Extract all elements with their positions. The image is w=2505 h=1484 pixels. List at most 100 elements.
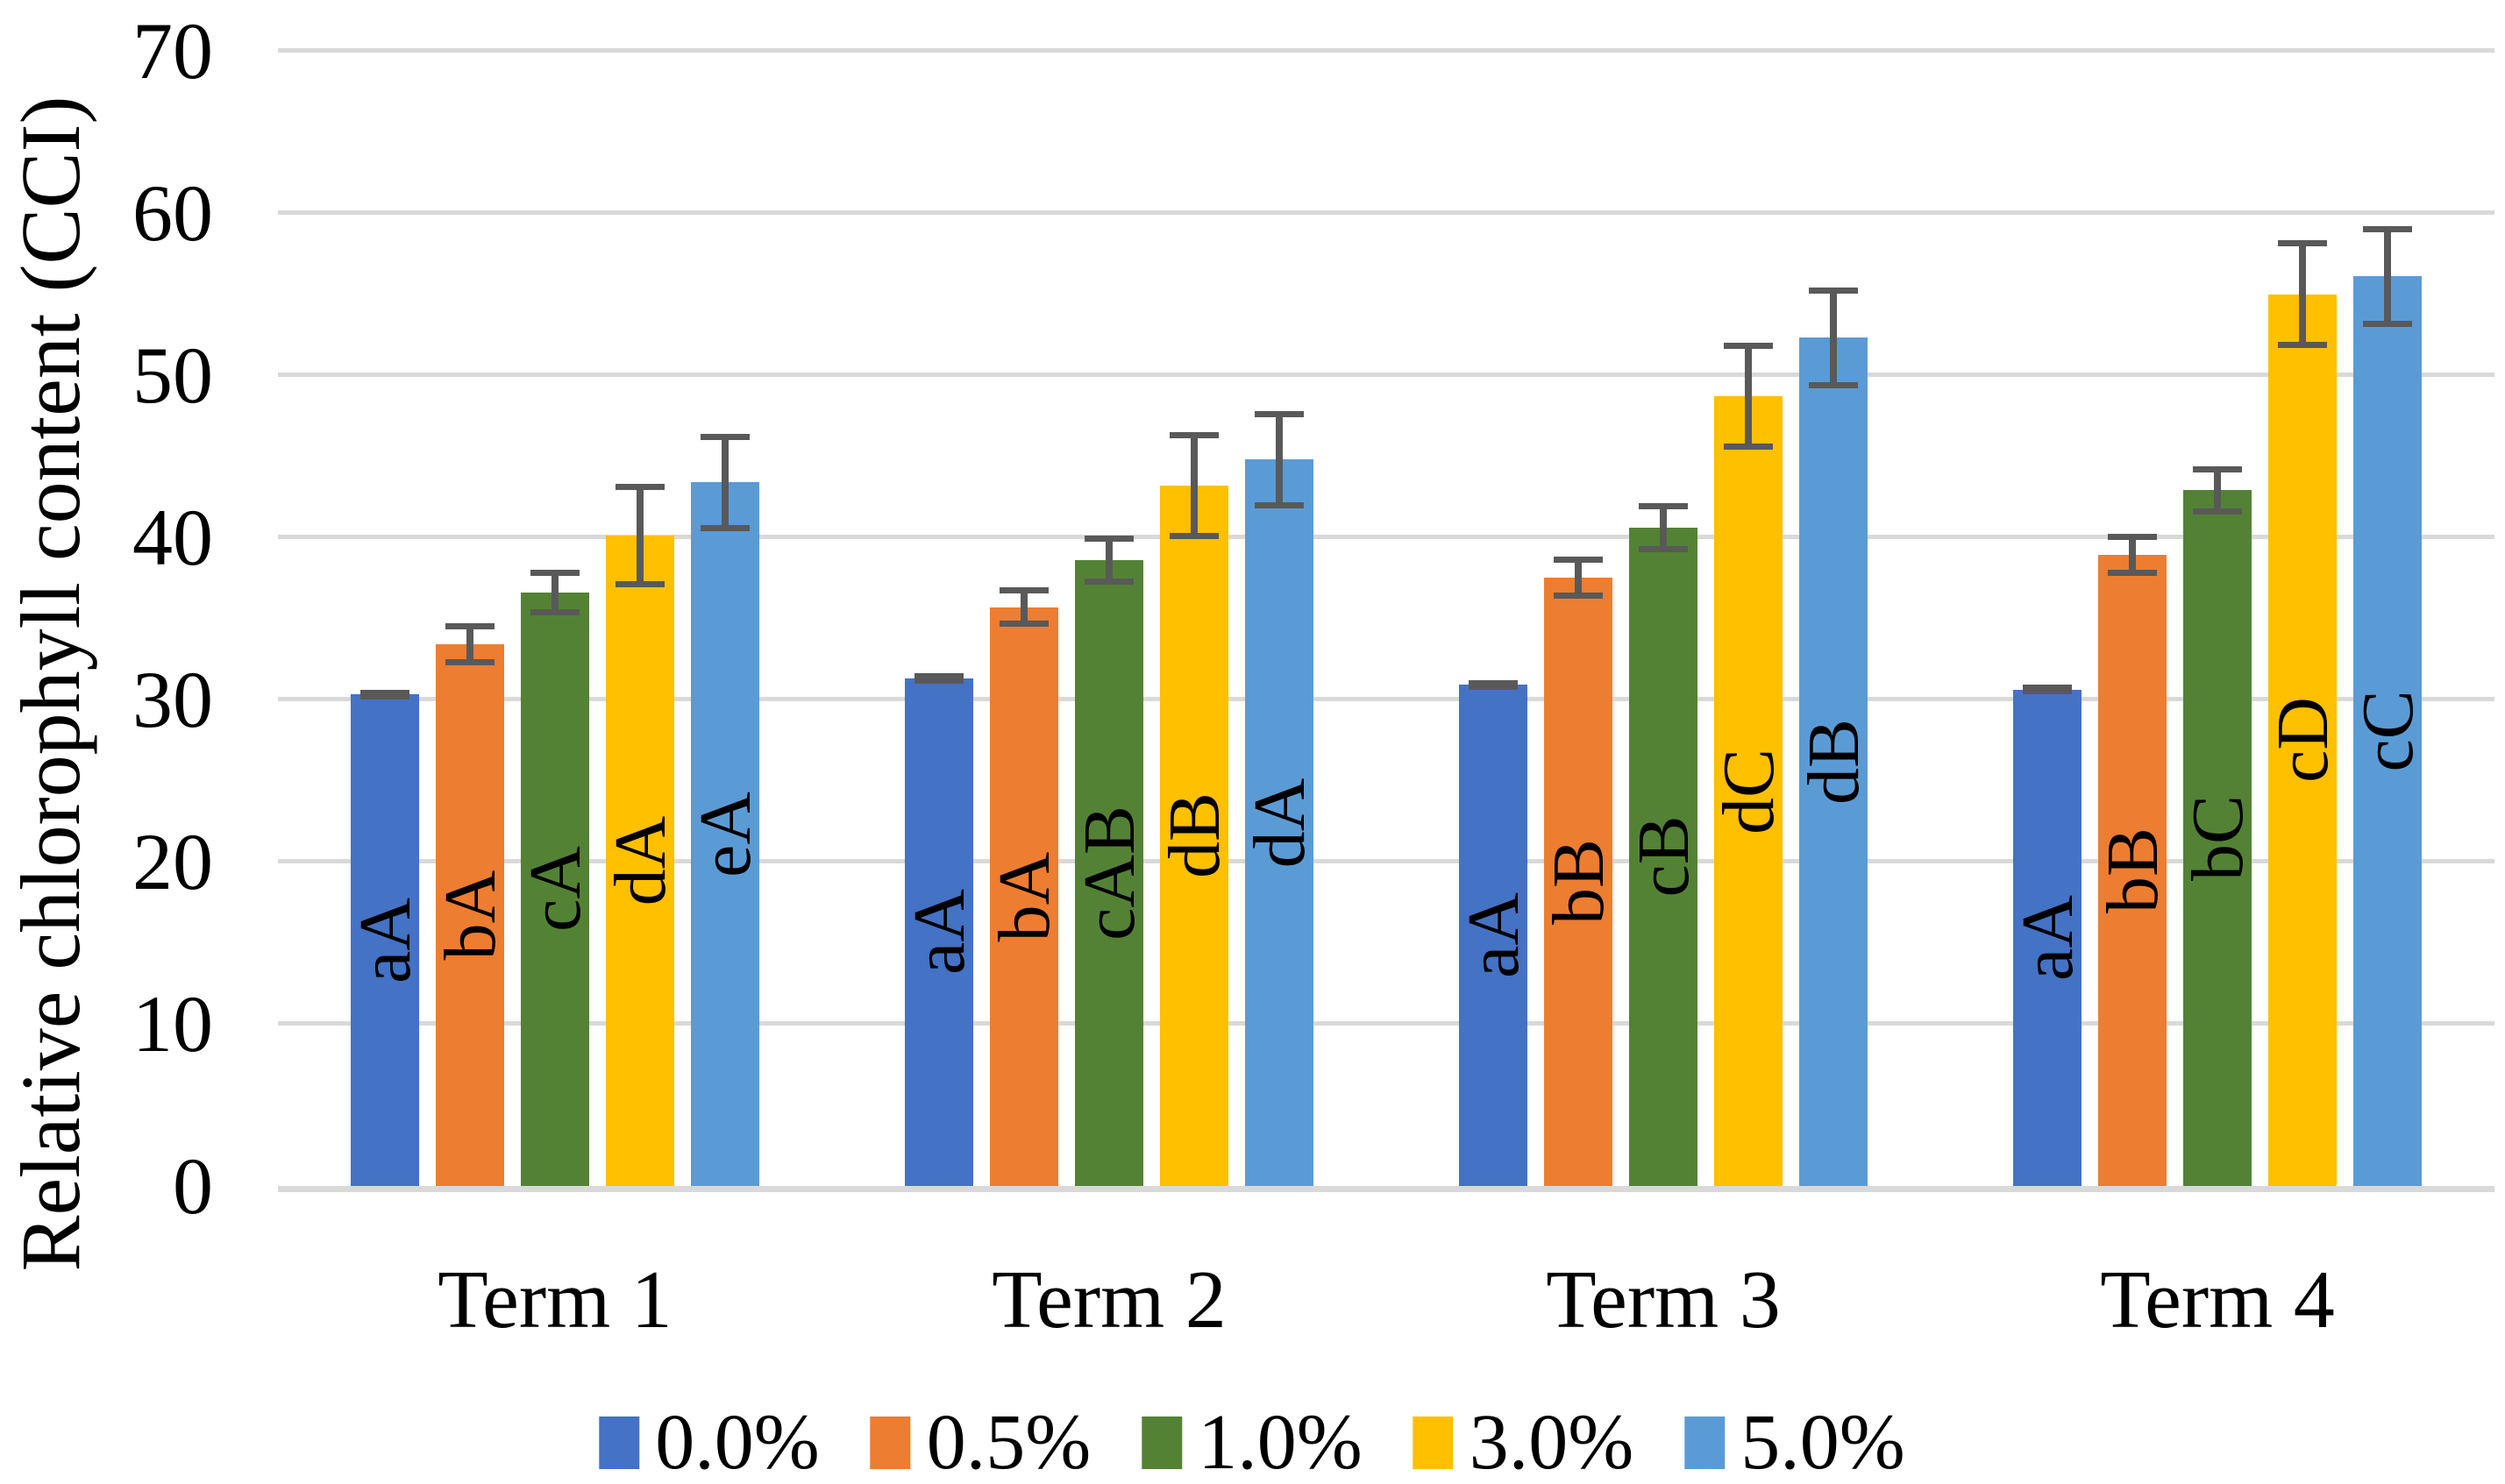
- legend-swatch-icon: [1413, 1417, 1454, 1469]
- bar-term3-5.0%: [1799, 337, 1868, 1186]
- gridline: [278, 210, 2494, 215]
- error-bar-cap: [1085, 536, 1134, 543]
- legend-label: 3.0%: [1469, 1399, 1634, 1484]
- error-bar: [552, 570, 559, 615]
- gridline: [278, 697, 2494, 701]
- error-bar-cap: [616, 581, 665, 588]
- error-bar: [1575, 557, 1582, 600]
- error-bar-cap: [1000, 587, 1049, 594]
- error-bar-cap: [1469, 683, 1518, 690]
- bar-term4-0.5%: [2098, 555, 2167, 1186]
- x-axis-baseline: [278, 1186, 2494, 1192]
- error-bar: [2384, 225, 2391, 327]
- error-bar-cap: [1554, 557, 1603, 564]
- error-bar-cap: [2363, 320, 2412, 327]
- error-bar-cap: [1255, 410, 1304, 417]
- legend-item-5.0%: 5.0%: [1684, 1399, 1905, 1484]
- error-bar-cap: [1469, 679, 1518, 686]
- error-bar-cap: [701, 524, 750, 531]
- bar-term2-0.0%: [905, 678, 973, 1186]
- error-bar: [1276, 410, 1283, 508]
- error-bar: [1660, 503, 1667, 552]
- error-bar-cap: [2023, 688, 2072, 695]
- y-tick-label: 30: [132, 655, 213, 744]
- error-bar-cap: [360, 693, 409, 699]
- legend-label: 5.0%: [1740, 1399, 1905, 1484]
- error-bar-cap: [914, 673, 964, 680]
- bar-term2-0.5%: [990, 607, 1058, 1186]
- legend-label: 0.0%: [655, 1399, 820, 1484]
- error-bar: [1106, 536, 1113, 585]
- error-bar-cap: [2278, 240, 2327, 247]
- error-bar-cap: [2193, 465, 2242, 472]
- error-bar-cap: [530, 608, 580, 615]
- error-bar: [2299, 240, 2306, 348]
- error-bar-cap: [2278, 341, 2327, 348]
- x-category-label: Term 1: [438, 1254, 673, 1346]
- error-bar-cap: [1554, 593, 1603, 600]
- bar-term1-0.0%: [351, 694, 419, 1186]
- y-tick-label: 70: [132, 6, 213, 96]
- y-tick-label: 20: [132, 817, 213, 906]
- x-category-label: Term 4: [2100, 1254, 2335, 1346]
- error-bar-cap: [1724, 343, 1773, 349]
- error-bar-cap: [445, 659, 495, 666]
- error-bar-cap: [1724, 444, 1773, 451]
- x-category-label: Term 2: [992, 1254, 1227, 1346]
- error-bar: [1830, 288, 1837, 388]
- bar-term3-3.0%: [1714, 396, 1783, 1186]
- error-bar: [1745, 343, 1752, 451]
- y-tick-label: 60: [132, 168, 213, 258]
- error-bar-cap: [1085, 578, 1134, 585]
- bar-term4-3.0%: [2268, 294, 2337, 1186]
- error-bar-cap: [1170, 431, 1219, 438]
- error-bar: [2129, 534, 2136, 577]
- error-bar-cap: [2108, 534, 2157, 541]
- bar-term3-0.0%: [1459, 685, 1527, 1186]
- bar-term4-5.0%: [2353, 276, 2422, 1186]
- error-bar: [466, 623, 473, 666]
- error-bar-cap: [360, 689, 409, 696]
- error-bar-cap: [2363, 225, 2412, 232]
- error-bar-cap: [1809, 288, 1858, 295]
- y-tick-label: 50: [132, 330, 213, 420]
- error-bar: [1021, 587, 1028, 627]
- y-tick-label: 10: [132, 979, 213, 1069]
- error-bar: [2214, 465, 2221, 515]
- legend-swatch-icon: [870, 1417, 911, 1469]
- error-bar-cap: [1809, 381, 1858, 388]
- legend-label: 1.0%: [1198, 1399, 1363, 1484]
- legend-item-3.0%: 3.0%: [1413, 1399, 1633, 1484]
- bar-term1-5.0%: [691, 482, 759, 1186]
- bar-term3-1.0%: [1629, 527, 1697, 1186]
- error-bar: [722, 433, 729, 531]
- error-bar: [637, 483, 644, 588]
- error-bar-cap: [1639, 503, 1688, 510]
- legend: 0.0% 0.5% 1.0% 3.0% 5.0%: [599, 1399, 1905, 1484]
- error-bar: [1191, 431, 1198, 539]
- gridline: [278, 1021, 2494, 1026]
- gridline: [278, 859, 2494, 863]
- error-bar-cap: [530, 570, 580, 576]
- bar-term2-1.0%: [1075, 559, 1143, 1186]
- error-bar-cap: [2108, 570, 2157, 577]
- legend-item-0.0%: 0.0%: [599, 1399, 820, 1484]
- error-bar-cap: [2023, 685, 2072, 692]
- error-bar-cap: [1000, 620, 1049, 627]
- gridline: [278, 535, 2494, 539]
- legend-label: 0.5%: [926, 1399, 1092, 1484]
- legend-swatch-icon: [1684, 1417, 1726, 1469]
- error-bar-cap: [1639, 545, 1688, 552]
- error-bar-cap: [2193, 508, 2242, 515]
- bar-term3-0.5%: [1544, 578, 1612, 1186]
- y-tick-label: 0: [173, 1141, 213, 1231]
- legend-swatch-icon: [599, 1417, 640, 1469]
- legend-swatch-icon: [1142, 1417, 1183, 1469]
- error-bar-cap: [616, 483, 665, 490]
- bar-term1-3.0%: [606, 536, 674, 1186]
- gridline: [278, 48, 2494, 53]
- bar-term1-1.0%: [521, 592, 589, 1186]
- error-bar-cap: [445, 623, 495, 630]
- error-bar-cap: [914, 677, 964, 684]
